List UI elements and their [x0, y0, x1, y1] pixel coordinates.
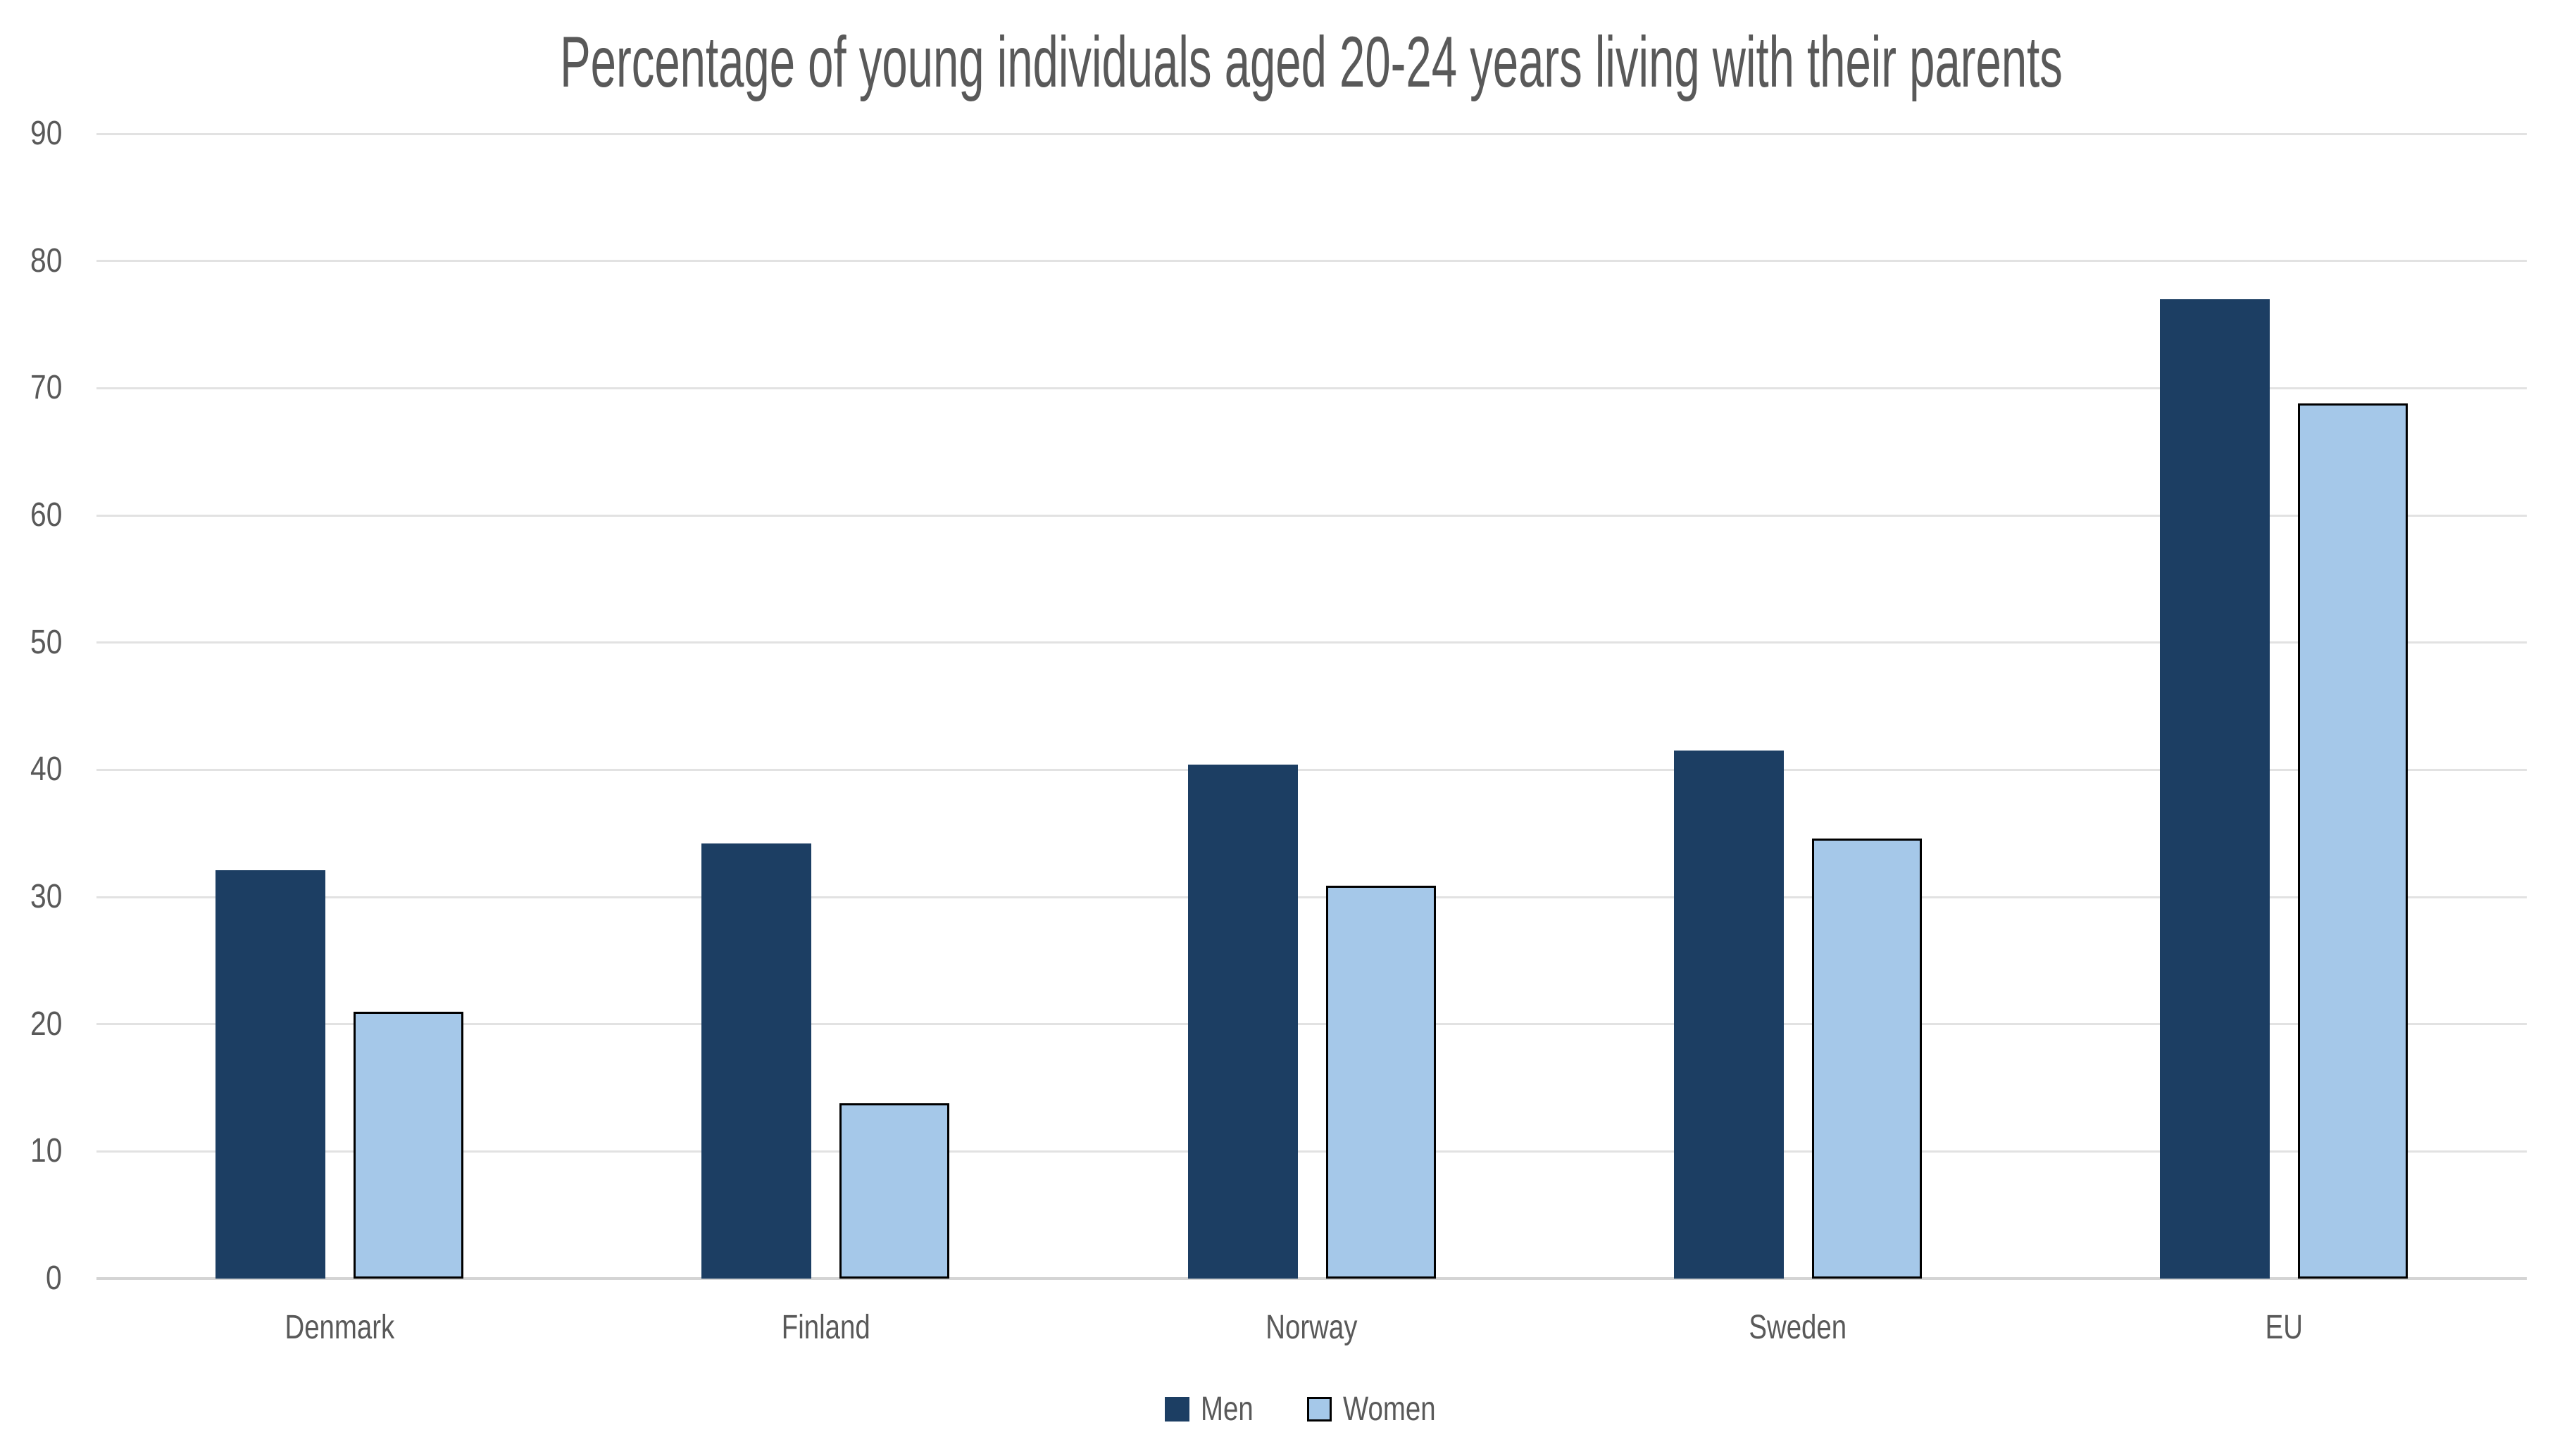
gridline-90: [96, 132, 2527, 135]
x-category-label-sweden: Sweden: [1555, 1307, 2041, 1349]
y-tick-text: 70: [30, 369, 62, 407]
bar-women-sweden: [1811, 838, 1922, 1279]
gridline-20: [96, 1023, 2527, 1026]
x-category-text: Norway: [1266, 1309, 1358, 1346]
x-category-label-eu: EU: [2041, 1307, 2527, 1349]
gridline-10: [96, 1150, 2527, 1153]
y-tick-label-0: 0: [0, 1257, 62, 1300]
gridline-60: [96, 514, 2527, 517]
y-tick-text: 20: [30, 1005, 62, 1043]
bar-men-norway: [1187, 765, 1298, 1279]
y-tick-text: 0: [46, 1260, 62, 1297]
gridline-50: [96, 641, 2527, 644]
legend-item-men: Men: [1164, 1390, 1266, 1429]
legend-label-men: Men: [1200, 1390, 1254, 1428]
x-category-label-denmark: Denmark: [96, 1307, 582, 1349]
y-tick-text: 90: [30, 115, 62, 152]
legend-item-women: Women: [1306, 1390, 1459, 1429]
legend-swatch-women: [1306, 1396, 1332, 1422]
bar-men-finland: [701, 843, 812, 1279]
x-category-text: Sweden: [1749, 1309, 1847, 1346]
y-tick-label-20: 20: [0, 1003, 62, 1046]
bar-women-finland: [839, 1103, 950, 1279]
y-tick-label-30: 30: [0, 876, 62, 918]
gridline-80: [96, 260, 2527, 263]
x-axis-line: [96, 1277, 2527, 1280]
bar-women-denmark: [354, 1011, 464, 1279]
gridline-70: [96, 387, 2527, 389]
chart-title-text: Percentage of young individuals aged 20-…: [560, 22, 2063, 102]
legend-label-women: Women: [1342, 1390, 1436, 1428]
y-tick-label-70: 70: [0, 367, 62, 409]
x-category-text: Finland: [781, 1309, 870, 1346]
y-tick-text: 60: [30, 496, 62, 534]
legend: Men Women: [96, 1384, 2527, 1433]
bar-men-denmark: [215, 870, 326, 1279]
bar-women-norway: [1325, 885, 1436, 1279]
bar-men-sweden: [1673, 751, 1784, 1279]
chart-title: Percentage of young individuals aged 20-…: [96, 13, 2527, 111]
x-category-text: EU: [2265, 1309, 2303, 1346]
y-tick-label-10: 10: [0, 1130, 62, 1172]
y-tick-text: 30: [30, 878, 62, 915]
y-tick-text: 80: [30, 241, 62, 280]
y-tick-label-40: 40: [0, 748, 62, 791]
y-tick-label-50: 50: [0, 622, 62, 664]
y-tick-label-80: 80: [0, 240, 62, 282]
y-tick-text: 50: [30, 623, 62, 661]
y-tick-label-60: 60: [0, 494, 62, 536]
y-tick-text: 10: [30, 1132, 62, 1170]
x-category-text: Denmark: [285, 1309, 394, 1346]
bar-men-eu: [2159, 299, 2270, 1279]
legend-swatch-men: [1164, 1396, 1189, 1422]
x-category-label-norway: Norway: [1068, 1307, 1554, 1349]
y-tick-text: 40: [30, 751, 62, 789]
gridline-40: [96, 768, 2527, 771]
x-category-label-finland: Finland: [582, 1307, 1068, 1349]
y-tick-label-90: 90: [0, 113, 62, 155]
gridline-30: [96, 896, 2527, 898]
bar-women-eu: [2297, 403, 2408, 1279]
